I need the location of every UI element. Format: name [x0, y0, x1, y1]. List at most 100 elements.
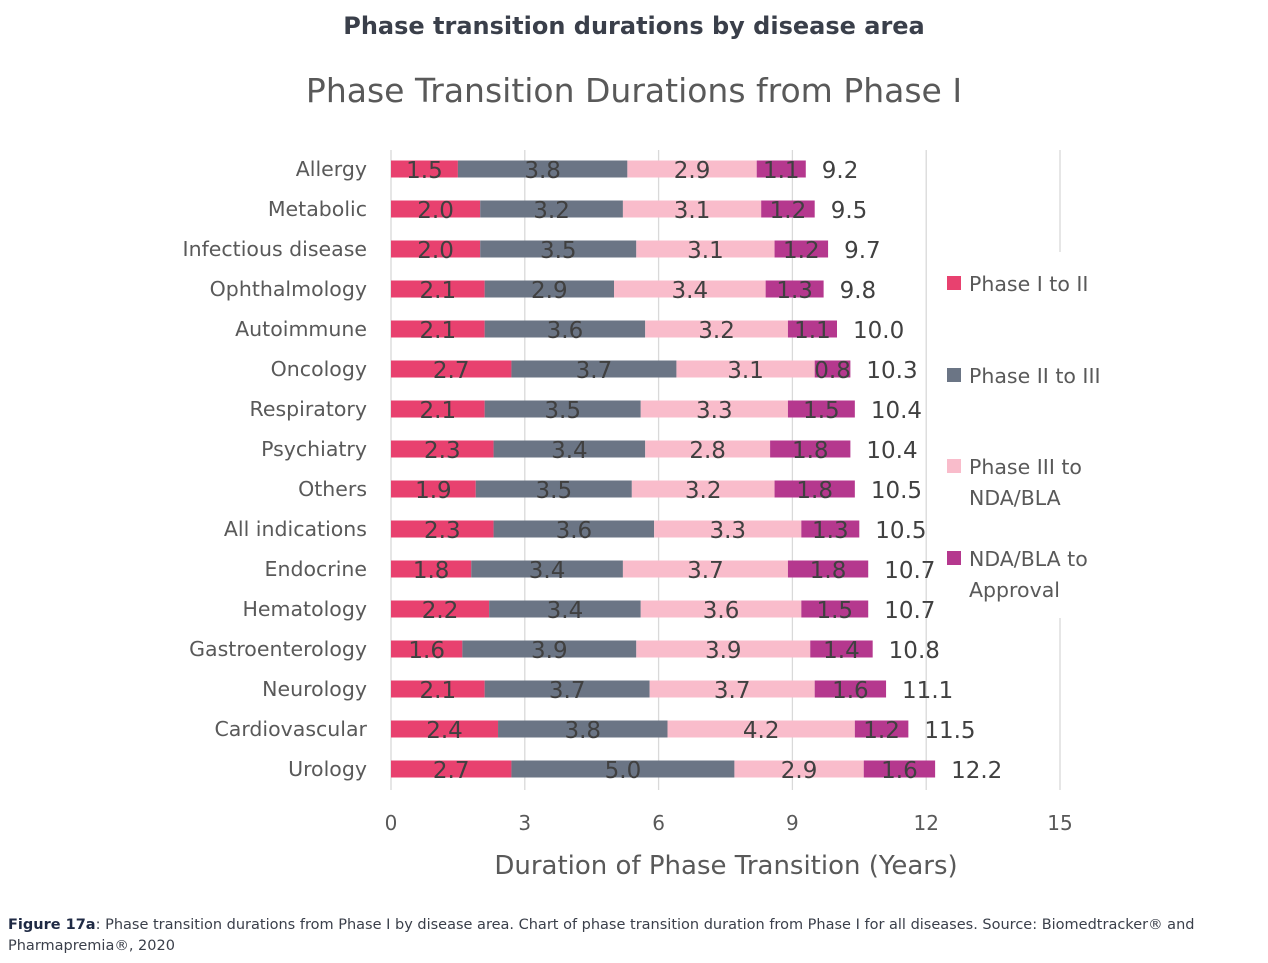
data-label: 3.7: [576, 358, 613, 384]
total-label: 12.2: [951, 758, 1002, 784]
data-label: 2.3: [424, 518, 461, 544]
bar-segment: [462, 640, 637, 658]
bar-segment: [391, 360, 512, 378]
data-label: 3.7: [549, 678, 586, 704]
x-tick-label: 9: [786, 811, 799, 835]
data-label: 3.3: [709, 518, 746, 544]
bar-segment: [391, 640, 463, 658]
data-label: 1.2: [770, 198, 807, 224]
data-label: 1.6: [881, 758, 918, 784]
data-label: 1.8: [413, 558, 450, 584]
bar-segment: [734, 760, 864, 778]
data-label: 2.8: [689, 438, 726, 464]
data-label: 2.2: [422, 598, 459, 624]
data-labels: 1.5 3.8 2.9 1.1 9.2 2.0 3.2 3.1 1.2 9.5 2.0 3.5 3.1 1…: [406, 158, 1002, 784]
data-label: 3.4: [529, 558, 566, 584]
legend-swatch: [947, 459, 961, 473]
legend-swatch: [947, 551, 961, 565]
bar-segment: [391, 240, 481, 258]
bar-segment: [654, 520, 802, 538]
bar-segment: [636, 240, 775, 258]
category-label: Endocrine: [265, 557, 368, 581]
bar-segment: [640, 400, 788, 418]
category-label: Metabolic: [268, 197, 367, 221]
data-label: 1.3: [812, 518, 849, 544]
bar-segment: [774, 240, 829, 258]
data-label: 2.3: [424, 438, 461, 464]
data-label: 2.0: [417, 238, 454, 264]
category-label: All indications: [224, 517, 367, 541]
bar-segment: [391, 560, 472, 578]
bar-segment: [814, 680, 887, 698]
bar-segment: [636, 640, 811, 658]
bar-segment: [787, 400, 855, 418]
legend-label: Approval: [969, 578, 1060, 602]
bar-segment: [622, 560, 788, 578]
category-label: Psychiatry: [261, 437, 367, 461]
bar-segment: [391, 720, 499, 738]
bar-segment: [667, 720, 855, 738]
data-label: 1.5: [816, 598, 853, 624]
data-label: 4.2: [743, 718, 780, 744]
bar-segment: [484, 320, 646, 338]
legend-label: Phase III to: [969, 455, 1082, 479]
total-label: 10.7: [884, 558, 935, 584]
total-label: 10.4: [866, 438, 917, 464]
category-label: Neurology: [262, 677, 367, 701]
bar-segment: [511, 360, 677, 378]
bar-segment: [774, 480, 855, 498]
bar-segment: [391, 520, 494, 538]
data-label: 2.9: [781, 758, 818, 784]
data-label: 2.7: [433, 758, 470, 784]
bar-segment: [787, 560, 869, 578]
data-label: 1.4: [823, 638, 860, 664]
bar-segment: [484, 400, 641, 418]
x-tick-label: 0: [385, 811, 398, 835]
chart-title: Phase Transition Durations from Phase I: [306, 71, 962, 110]
bar-segment: [854, 720, 909, 738]
data-label: 1.1: [763, 158, 800, 184]
bar-segment: [498, 720, 668, 738]
data-label: 1.8: [810, 558, 847, 584]
data-label: 2.9: [531, 278, 568, 304]
data-label: 3.4: [551, 438, 588, 464]
x-axis-title: Duration of Phase Transition (Years): [494, 851, 957, 881]
bar-segment: [814, 360, 851, 378]
bar-segment: [765, 280, 824, 298]
total-label: 11.5: [924, 718, 975, 744]
total-label: 9.7: [844, 238, 881, 264]
data-label: 1.5: [803, 398, 840, 424]
legend-label: Phase II to III: [969, 364, 1101, 388]
data-label: 1.8: [792, 438, 829, 464]
total-label: 10.3: [866, 358, 917, 384]
data-label: 1.1: [794, 318, 831, 344]
page-heading: Phase transition durations by disease ar…: [343, 12, 925, 40]
caption-label: Figure 17a: [8, 917, 96, 933]
data-label: 3.6: [703, 598, 740, 624]
data-label: 2.1: [420, 278, 457, 304]
bar-segment: [391, 480, 476, 498]
bar-segment: [471, 560, 623, 578]
data-label: 3.2: [698, 318, 735, 344]
data-label: 3.3: [696, 398, 733, 424]
data-label: 2.4: [426, 718, 463, 744]
data-label: 3.1: [687, 238, 724, 264]
bar-segment: [756, 160, 806, 178]
bar-segment: [391, 160, 458, 178]
x-axis-ticks: 0 3 6 9 12 15: [385, 811, 1073, 835]
bar-segment: [475, 480, 632, 498]
bar-segment: [801, 520, 860, 538]
bar-segment: [511, 760, 735, 778]
bar-segment: [391, 200, 481, 218]
data-label: 1.3: [776, 278, 813, 304]
bar-segment: [770, 440, 851, 458]
data-label: 3.5: [536, 478, 573, 504]
category-labels: Allergy Metabolic Infectious disease Ophtha…: [183, 157, 368, 781]
total-label: 10.4: [871, 398, 922, 424]
data-label: 3.5: [540, 238, 577, 264]
data-label: 3.6: [547, 318, 584, 344]
total-label: 10.5: [871, 478, 922, 504]
data-label: 2.9: [674, 158, 711, 184]
data-label: 2.0: [417, 198, 454, 224]
data-label: 1.6: [832, 678, 869, 704]
